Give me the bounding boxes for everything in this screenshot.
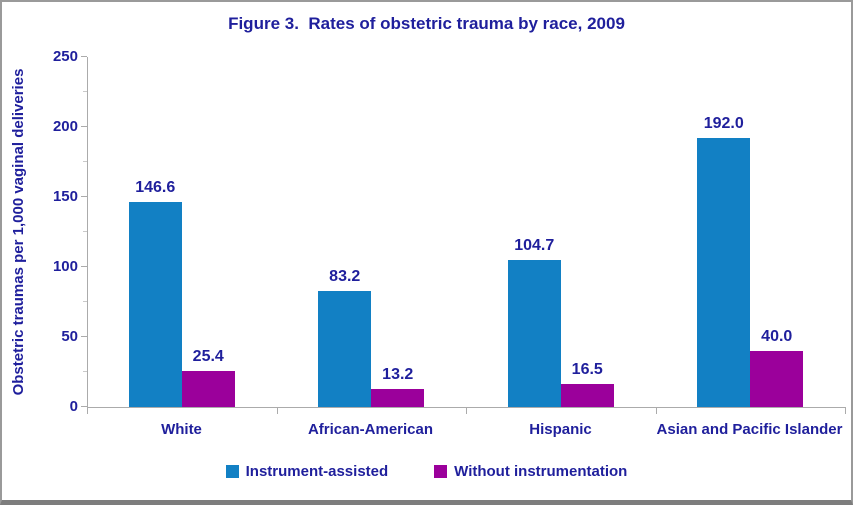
y-axis-tick-labels: 0 50 100 150 200 250 (30, 48, 78, 415)
legend-item-without-instrumentation: Without instrumentation (434, 463, 627, 480)
bar-instrument-assisted-white (128, 202, 182, 407)
bar-group-asian-and-pacific-islander: 192.0 40.0 (656, 57, 846, 407)
bar-value-label: 104.7 (514, 237, 555, 254)
bar-value-label: 40.0 (761, 328, 793, 345)
bar-instrument-assisted-asian-and-pacific-islander (697, 138, 751, 407)
y-axis-minor-tick (83, 161, 87, 162)
y-tick-label: 150 (52, 188, 78, 205)
legend-swatch-blue-icon (225, 465, 239, 478)
chart-title: Figure 3. Rates of obstetric trauma by r… (228, 14, 625, 33)
bar-value-label: 146.6 (135, 179, 176, 196)
category-label-african-american: African-American (307, 421, 434, 438)
x-axis-tick (466, 407, 467, 414)
category-label-hispanic: Hispanic (529, 421, 592, 438)
x-axis-category-labels: White African-American Hispanic Asian an… (87, 419, 845, 463)
y-tick-label: 100 (52, 258, 78, 275)
x-axis-tick (277, 407, 278, 414)
category-label-white: White (161, 421, 202, 438)
y-tick-label: 200 (52, 118, 78, 135)
y-axis-title: Obstetric traumas per 1,000 vaginal deli… (10, 68, 27, 396)
y-axis-minor-tick (83, 371, 87, 372)
legend: Instrument-assisted Without instrumentat… (2, 463, 851, 480)
x-axis-tick (656, 407, 657, 414)
y-tick-label: 250 (52, 48, 78, 65)
legend-label: Instrument-assisted (245, 463, 389, 480)
x-axis-tick (87, 407, 88, 414)
bar-value-label: 83.2 (329, 268, 361, 285)
bar-group-african-american: 83.2 13.2 (277, 57, 467, 407)
y-axis-tick (81, 336, 87, 337)
bar-value-label: 16.5 (571, 361, 603, 378)
legend-label: Without instrumentation (454, 463, 628, 480)
legend-swatch-purple-icon (434, 465, 448, 478)
bar-value-label: 192.0 (703, 115, 744, 132)
y-axis-minor-tick (83, 91, 87, 92)
bar-instrument-assisted-african-american (318, 291, 372, 407)
y-axis-minor-tick (83, 231, 87, 232)
y-axis-tick (81, 126, 87, 127)
y-axis (87, 57, 88, 407)
y-tick-label: 50 (61, 328, 78, 345)
bar-group-hispanic: 104.7 16.5 (466, 57, 656, 407)
y-axis-tick (81, 196, 87, 197)
x-axis-tick (845, 407, 846, 414)
y-axis-tick (81, 56, 87, 57)
legend-item-instrument-assisted: Instrument-assisted (225, 463, 389, 480)
y-tick-label: 0 (69, 398, 78, 415)
bar-instrument-assisted-hispanic (507, 260, 561, 407)
bar-group-white: 146.6 25.4 (87, 57, 277, 407)
bar-without-instrumentation-asian-and-pacific-islander (750, 351, 804, 407)
plot-area: 146.6 25.4 83.2 13.2 104.7 16.5 192.0 40.0 (81, 56, 846, 414)
bar-without-instrumentation-african-american (371, 389, 425, 407)
category-label-asian-pacific-islander: Asian and Pacific Islander (656, 421, 843, 438)
bar-without-instrumentation-white (181, 371, 235, 407)
bar-value-label: 13.2 (382, 366, 414, 383)
y-axis-minor-tick (83, 301, 87, 302)
y-axis-tick (81, 406, 87, 407)
bar-without-instrumentation-hispanic (560, 384, 614, 407)
y-axis-tick (81, 266, 87, 267)
bar-value-label: 25.4 (192, 348, 224, 365)
